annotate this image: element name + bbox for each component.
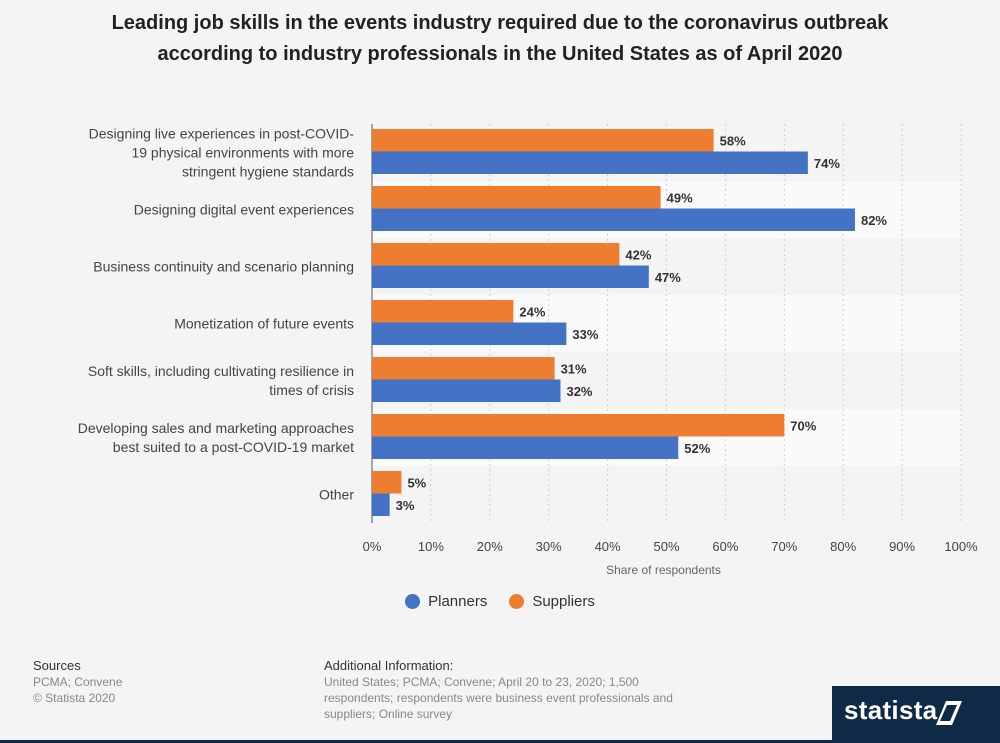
x-tick-label: 70% — [771, 539, 797, 554]
x-axis-title: Share of respondents — [606, 563, 721, 577]
legend-label-suppliers: Suppliers — [532, 593, 595, 610]
data-label-suppliers: 70% — [790, 418, 816, 433]
statista-logo-icon — [936, 701, 962, 725]
category-label: best suited to a post-COVID-19 market — [113, 439, 354, 455]
bar-suppliers — [372, 357, 555, 380]
data-label-suppliers: 42% — [625, 247, 651, 262]
bar-planners — [372, 151, 808, 174]
chart-title: Leading job skills in the events industr… — [111, 12, 889, 65]
data-label-planners: 82% — [861, 213, 887, 228]
category-label: stringent hygiene standards — [182, 164, 354, 180]
data-label-planners: 52% — [684, 441, 710, 456]
data-label-planners: 74% — [814, 156, 840, 171]
bar-suppliers — [372, 300, 514, 323]
bottom-accent-line — [0, 740, 832, 743]
legend-dot-suppliers — [509, 594, 525, 609]
x-tick-label: 60% — [712, 539, 738, 554]
bar-suppliers — [372, 129, 714, 152]
legend-label-planners: Planners — [428, 593, 488, 610]
sources-block: Sources PCMA; Convene © Statista 2020 — [33, 658, 122, 706]
x-tick-label: 0% — [363, 539, 382, 554]
data-label-suppliers: 24% — [519, 304, 545, 319]
statista-logo[interactable]: statista — [832, 686, 1000, 743]
data-label-suppliers: 5% — [407, 475, 426, 490]
additional-info-text: United States; PCMA; Convene; April 20 t… — [324, 675, 673, 721]
statista-logo-text: statista — [844, 695, 938, 725]
bar-planners — [372, 436, 679, 459]
data-label-suppliers: 49% — [667, 190, 693, 205]
sources-line: PCMA; Convene — [33, 675, 123, 689]
bar-planners — [372, 379, 561, 402]
category-label: Designing digital event experiences — [134, 202, 354, 218]
bar-suppliers — [372, 243, 620, 266]
category-label: Other — [319, 487, 354, 503]
bar-planners — [372, 493, 390, 516]
additional-info-heading: Additional Information: — [324, 658, 454, 673]
legend-dot-planners — [405, 594, 421, 609]
bar-suppliers — [372, 414, 785, 437]
bar-chart: 0% 10% 20% 30% 40% 50% 60% 70% 80% 90% 100% Share o… — [78, 124, 978, 577]
bar-suppliers — [372, 471, 402, 494]
category-label: Soft skills, including cultivating resil… — [88, 363, 354, 379]
category-label: Business continuity and scenario plannin… — [93, 259, 354, 275]
category-label: 19 physical environments with more — [131, 145, 354, 161]
x-tick-label: 100% — [944, 539, 978, 554]
x-tick-label: 40% — [595, 539, 621, 554]
x-tick-label: 50% — [653, 539, 679, 554]
data-label-planners: 3% — [396, 498, 415, 513]
additional-info-block: Additional Information: United States; P… — [324, 658, 694, 722]
x-tick-label: 20% — [477, 539, 503, 554]
bar-suppliers — [372, 186, 661, 209]
category-label: Monetization of future events — [174, 316, 354, 332]
bar-planners — [372, 208, 855, 231]
copyright-line: © Statista 2020 — [33, 691, 116, 705]
x-tick-label: 80% — [830, 539, 856, 554]
data-label-suppliers: 58% — [720, 133, 746, 148]
legend-item-planners[interactable]: Planners — [405, 593, 487, 610]
x-tick-label: 90% — [889, 539, 915, 554]
bar-planners — [372, 322, 567, 345]
bar-planners — [372, 265, 649, 288]
x-tick-label: 30% — [536, 539, 562, 554]
data-label-planners: 32% — [566, 384, 592, 399]
sources-heading: Sources — [33, 658, 81, 673]
category-label: Designing live experiences in post-COVID… — [89, 126, 355, 142]
category-label: times of crisis — [269, 382, 354, 398]
legend-item-suppliers[interactable]: Suppliers — [509, 593, 595, 610]
x-tick-label: 10% — [418, 539, 444, 554]
data-label-planners: 47% — [655, 270, 681, 285]
data-label-planners: 33% — [572, 327, 598, 342]
data-label-suppliers: 31% — [561, 361, 587, 376]
legend: Planners Suppliers — [0, 593, 1000, 610]
category-label: Developing sales and marketing approache… — [78, 420, 354, 436]
